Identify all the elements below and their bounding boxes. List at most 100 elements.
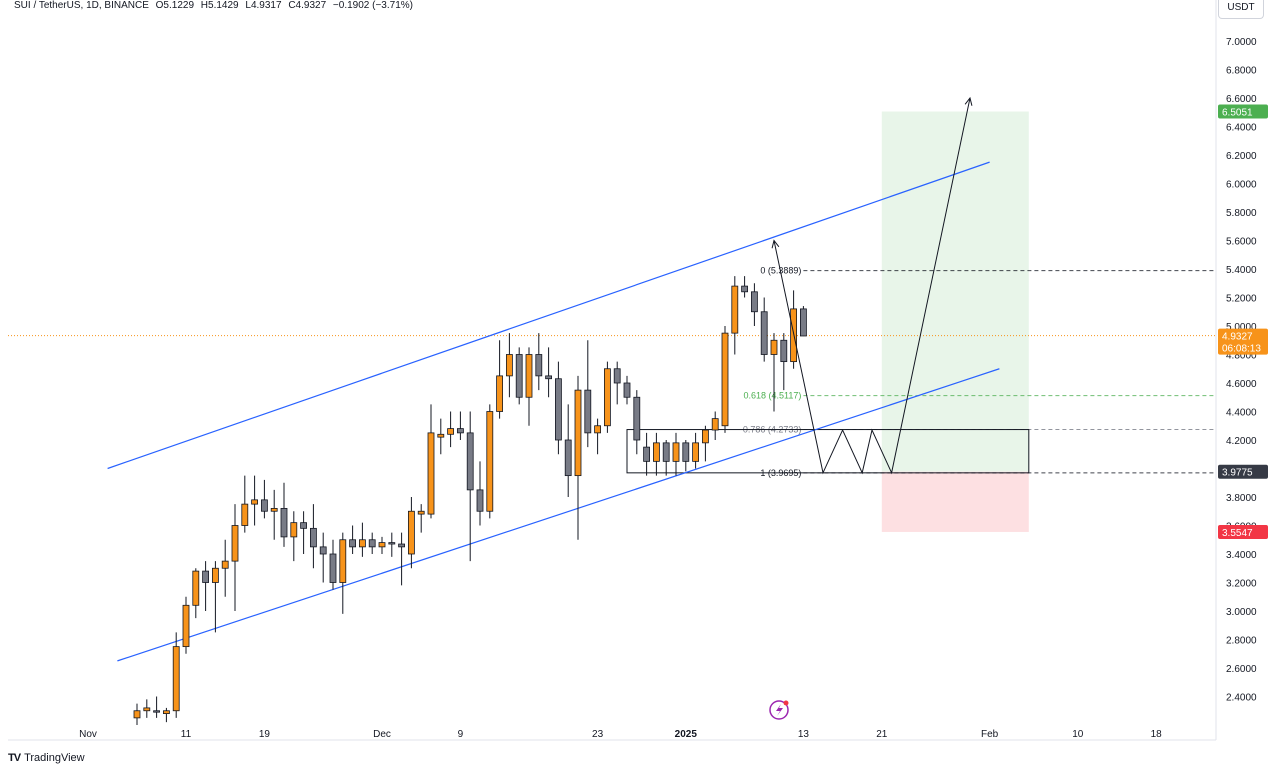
candle (417, 504, 425, 533)
tradingview-brand[interactable]: TV TradingView (8, 752, 85, 764)
candle (584, 340, 592, 448)
candle (496, 340, 504, 419)
candle (319, 532, 327, 583)
candle (456, 411, 464, 440)
candle-body (162, 710, 170, 714)
candles (133, 276, 807, 725)
y-tick-label: 4.6000 (1226, 379, 1257, 390)
x-tick-label: Dec (373, 729, 391, 740)
candle-body (456, 428, 464, 434)
candle-body (505, 354, 513, 377)
candle-body (182, 604, 190, 648)
candle-body (476, 489, 484, 512)
candle-body (525, 354, 533, 398)
entry-price-tag-text: 3.9775 (1222, 468, 1253, 479)
y-tick-label: 5.2000 (1226, 294, 1257, 305)
y-tick-label: 4.8000 (1226, 351, 1257, 362)
candle (594, 418, 601, 455)
x-tick-label: 2025 (675, 729, 698, 740)
y-tick-label: 3.0000 (1226, 607, 1257, 618)
candle (800, 306, 807, 337)
candle (682, 440, 690, 472)
target-price-tag: 6.5051 (1218, 104, 1268, 119)
candle (515, 347, 523, 405)
candle-body (702, 429, 709, 444)
fib-label: 0.618 (4.5117) (744, 391, 802, 401)
x-tick-label: 21 (876, 729, 888, 740)
candle-body (692, 442, 699, 462)
candle (172, 632, 180, 718)
candle-body (780, 339, 788, 363)
candle (770, 333, 778, 412)
x-tick-label: Feb (981, 729, 999, 740)
candle-body (711, 418, 719, 431)
lightning-icon[interactable] (769, 700, 789, 720)
candle (711, 411, 719, 440)
candle-body (417, 510, 425, 515)
entry-price-tag: 3.9775 (1218, 464, 1268, 479)
symbol-label[interactable]: SUI / TetherUS, 1D, BINANCE (14, 0, 149, 11)
candle-body (309, 527, 317, 548)
projection-polyline (773, 97, 971, 475)
candle (358, 522, 366, 557)
candle (339, 532, 347, 614)
candle (300, 511, 308, 554)
candle (153, 696, 161, 718)
x-tick-label: 10 (1072, 729, 1084, 740)
candle-body (604, 368, 611, 427)
candle (162, 707, 170, 723)
candle (290, 511, 298, 562)
candle-body (349, 539, 357, 548)
y-tick-label: 2.4000 (1226, 693, 1257, 704)
candle (437, 418, 445, 455)
arrow-head (771, 239, 780, 249)
x-tick-label: 18 (1151, 729, 1163, 740)
candle (545, 347, 552, 398)
candle-body (751, 291, 758, 313)
candle (721, 326, 729, 433)
y-axis: 2.40002.60002.80003.00003.20003.40003.60… (1215, 0, 1257, 740)
candle-body (545, 375, 552, 380)
currency-button[interactable]: USDT (1218, 0, 1264, 19)
x-axis: Nov 11 19 Dec 9 23 2025 13 21 Feb 10 18 (8, 729, 1216, 741)
ohlc-high: H5.1429 (200, 0, 239, 11)
candle-body (427, 432, 435, 515)
y-tick-label: 3.8000 (1226, 493, 1257, 504)
x-tick-label: 13 (798, 729, 810, 740)
candle (751, 283, 758, 326)
candle-body (388, 542, 396, 545)
candle-body (466, 432, 474, 491)
entry-price-tag-bg (1218, 464, 1268, 479)
candle (241, 475, 249, 533)
candle (270, 489, 278, 540)
candle (662, 440, 670, 476)
candle (555, 361, 562, 455)
ohlc-close: C4.9327 (288, 0, 327, 11)
candle-body (300, 522, 308, 529)
candle (329, 539, 337, 590)
candle (623, 375, 631, 405)
candle (466, 411, 474, 562)
candle (741, 276, 748, 298)
candle (407, 497, 415, 569)
y-tick-label: 3.4000 (1226, 550, 1257, 561)
x-tick-label: Nov (79, 729, 97, 740)
projection-path (771, 96, 973, 475)
y-tick-label: 6.0000 (1226, 180, 1257, 191)
chart-header: SUI / TetherUS, 1D, BINANCE O5.1229 H5.1… (14, 0, 417, 11)
arrow-head (964, 96, 973, 106)
candle (378, 536, 386, 554)
candle (780, 333, 788, 391)
brand-label: TradingView (24, 752, 85, 764)
candle-body (437, 433, 445, 438)
candle (672, 432, 680, 476)
candle (574, 375, 582, 540)
candle-body (211, 567, 219, 583)
candle (349, 525, 357, 554)
x-tick-label: 23 (592, 729, 604, 740)
range-box (626, 429, 1030, 474)
fibonacci-levels: 0 (5.3889)0.618 (4.5117)0.786 (4.2733)1 … (8, 266, 1216, 478)
